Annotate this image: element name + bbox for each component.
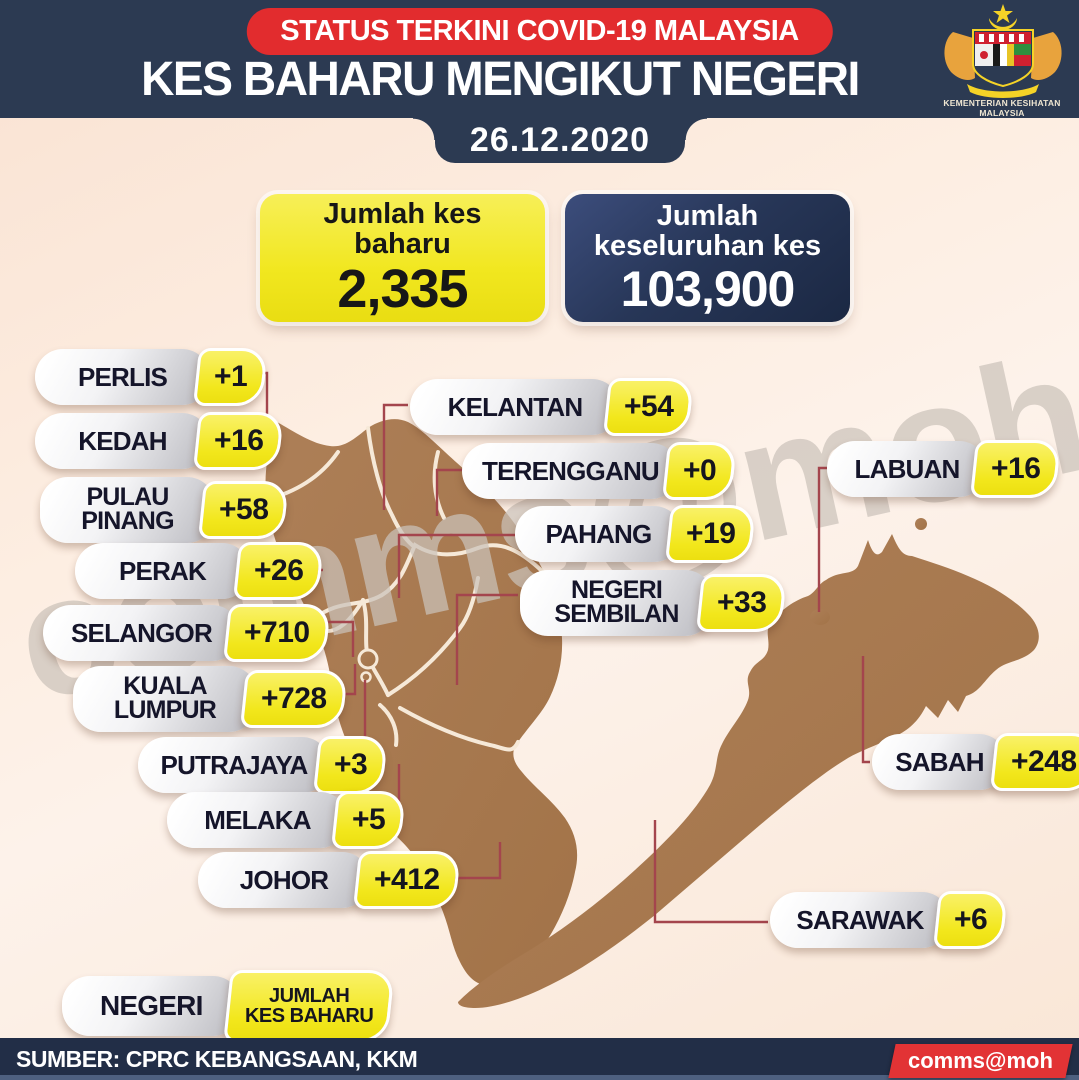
connector-sabah (861, 656, 870, 764)
state-name: MELAKA (167, 792, 348, 848)
date-tab-curve-right (685, 118, 707, 140)
map-kuala-lumpur-marker (357, 648, 379, 670)
state-row-kedah: KEDAH +16 (35, 412, 285, 470)
connector-negeri-sembilan (455, 593, 518, 685)
state-name: PERAK (75, 543, 250, 599)
state-row-terengganu: TERENGGANU +0 (462, 442, 738, 500)
state-row-melaka: MELAKA +5 (167, 791, 407, 849)
state-name: KELANTAN (410, 379, 620, 435)
connector-kelantan (382, 403, 408, 510)
state-row-kelantan: KELANTAN +54 (410, 378, 695, 436)
state-value: +412 (352, 851, 461, 909)
state-row-sabah: SABAH +248 (872, 733, 1079, 791)
footer-strip (0, 1075, 1079, 1080)
new-cases-box: Jumlah kes baharu 2,335 (260, 194, 545, 322)
state-row-perlis: PERLIS +1 (35, 348, 269, 406)
state-row-negeri-sembilan: NEGERI SEMBILAN +33 (520, 570, 788, 636)
state-value: +728 (239, 670, 348, 728)
state-name: NEGERI SEMBILAN (520, 570, 713, 636)
ministry-name: KEMENTERIAN KESIHATAN MALAYSIA (943, 98, 1061, 118)
state-row-pulau-pinang: PULAU PINANG +58 (40, 477, 290, 543)
state-value: +248 (989, 733, 1079, 791)
map-labuan-island (810, 609, 830, 625)
state-value: +16 (192, 412, 285, 470)
state-row-labuan: LABUAN +16 (827, 440, 1062, 498)
state-value: +33 (695, 574, 788, 632)
state-value: +6 (932, 891, 1009, 949)
state-value: +26 (232, 542, 325, 600)
state-name: JOHOR (198, 852, 370, 908)
state-row-kuala-lumpur: KUALA LUMPUR +728 (73, 666, 348, 732)
state-value: +710 (222, 604, 331, 662)
total-cases-box: Jumlah keseluruhan kes 103,900 (565, 194, 850, 322)
status-banner: STATUS TERKINI COVID-19 MALAYSIA (246, 8, 833, 55)
page-title: KES BAHARU MENGIKUT NEGERI (141, 53, 860, 106)
state-name: SARAWAK (770, 892, 950, 948)
state-name: TERENGGANU (462, 443, 679, 499)
state-value: +0 (661, 442, 738, 500)
state-value: +3 (312, 736, 389, 794)
state-name: SABAH (872, 734, 1007, 790)
state-row-perak: PERAK +26 (75, 542, 325, 600)
credit-badge: comms@moh (888, 1044, 1073, 1078)
legend-state-pill: NEGERI (62, 976, 241, 1036)
state-name: KEDAH (35, 413, 210, 469)
state-row-putrajaya: PUTRAJAYA +3 (138, 736, 389, 794)
total-cases-value: 103,900 (620, 260, 796, 317)
state-name: PULAU PINANG (40, 477, 215, 543)
map-banggi-island (915, 518, 927, 530)
state-value: +5 (330, 791, 407, 849)
state-value: +58 (197, 481, 290, 539)
state-row-selangor: SELANGOR +710 (43, 604, 331, 662)
map-borneo (458, 534, 1039, 1008)
state-name: PERLIS (35, 349, 210, 405)
source-text: SUMBER: CPRC KEBANGSAAN, KKM (16, 1046, 418, 1072)
new-cases-value: 2,335 (337, 258, 468, 319)
connector-sarawak (653, 820, 768, 924)
connector-terengganu (435, 468, 462, 516)
new-cases-label: Jumlah kes baharu (323, 198, 482, 260)
legend: NEGERI JUMLAH KES BAHARU (62, 970, 395, 1042)
ministry-crest-icon (944, 4, 1062, 98)
date-tab-curve-left (413, 118, 435, 140)
state-row-johor: JOHOR +412 (198, 851, 461, 909)
state-value: +16 (969, 440, 1062, 498)
connector-pahang (397, 533, 515, 598)
state-value: +1 (192, 348, 269, 406)
state-value: +54 (602, 378, 695, 436)
state-name: LABUAN (827, 441, 987, 497)
connector-labuan (817, 466, 827, 612)
state-name: PUTRAJAYA (138, 737, 330, 793)
state-row-sarawak: SARAWAK +6 (770, 891, 1009, 949)
state-value: +19 (664, 505, 757, 563)
total-cases-label: Jumlah keseluruhan kes (593, 200, 822, 262)
legend-value-pill: JUMLAH KES BAHARU (222, 970, 395, 1042)
state-name: KUALA LUMPUR (73, 666, 257, 732)
report-date: 26.12.2020 (435, 118, 685, 163)
state-name: PAHANG (515, 506, 682, 562)
state-row-pahang: PAHANG +19 (515, 505, 757, 563)
state-name: SELANGOR (43, 605, 240, 661)
